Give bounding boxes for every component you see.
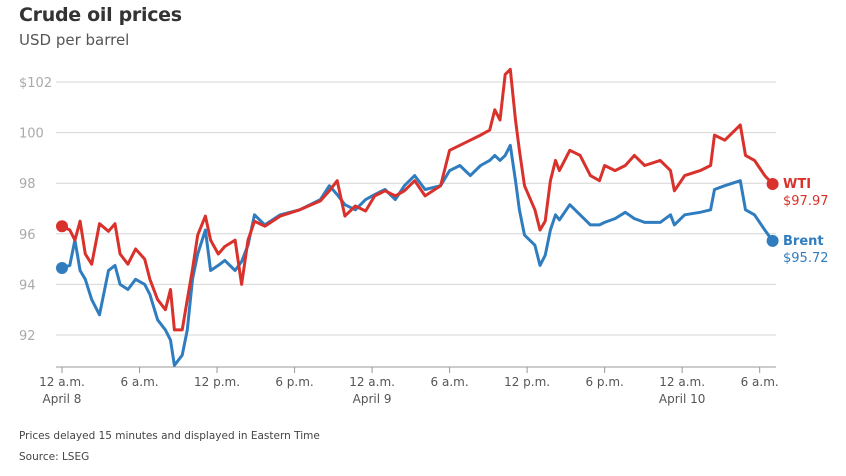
x-tick-label: 12 a.m. [659, 375, 705, 389]
series-last-value: $97.97 [783, 194, 829, 209]
footnote: Prices delayed 15 minutes and displayed … [19, 430, 320, 442]
x-tick-sublabel: April 10 [659, 392, 706, 406]
series-line-wti [61, 67, 774, 332]
x-tick-label: 6 p.m. [585, 375, 623, 389]
end-marker-brent [766, 234, 779, 247]
y-tick-label: 98 [19, 177, 36, 192]
x-tick-sublabel: April 9 [353, 392, 392, 406]
series-label: Brent [783, 234, 824, 249]
chart-title: Crude oil prices [19, 4, 182, 26]
x-tick-label: 6 a.m. [120, 375, 158, 389]
x-tick-label: 12 a.m. [349, 375, 395, 389]
y-tick-label: 96 [19, 228, 36, 243]
line-chart: $102 100 98 96 94 92 12 a.m. April 8 6 a.m. 12 p.… [19, 67, 829, 406]
x-tick-label: 6 p.m. [275, 375, 313, 389]
chart-subtitle: USD per barrel [19, 31, 130, 49]
start-marker-brent [56, 261, 68, 274]
x-tick-label: 6 a.m. [741, 375, 779, 389]
x-tick-label: 12 p.m. [194, 375, 240, 389]
series-last-value: $95.72 [783, 251, 829, 266]
y-tick-label: 94 [19, 278, 36, 293]
series-label: WTI [783, 177, 811, 192]
end-marker-wti [766, 177, 779, 190]
y-tick-label: 100 [19, 127, 44, 142]
x-tick-sublabel: April 8 [43, 392, 82, 406]
x-tick-label: 12 a.m. [39, 375, 85, 389]
x-tick-label: 6 a.m. [431, 375, 469, 389]
y-tick-label: 92 [19, 329, 36, 344]
source: Source: LSEG [19, 451, 90, 463]
y-tick-label: $102 [19, 76, 52, 91]
start-marker-wti [56, 220, 68, 233]
series-line-brent [61, 143, 774, 367]
x-tick-label: 12 p.m. [504, 375, 550, 389]
